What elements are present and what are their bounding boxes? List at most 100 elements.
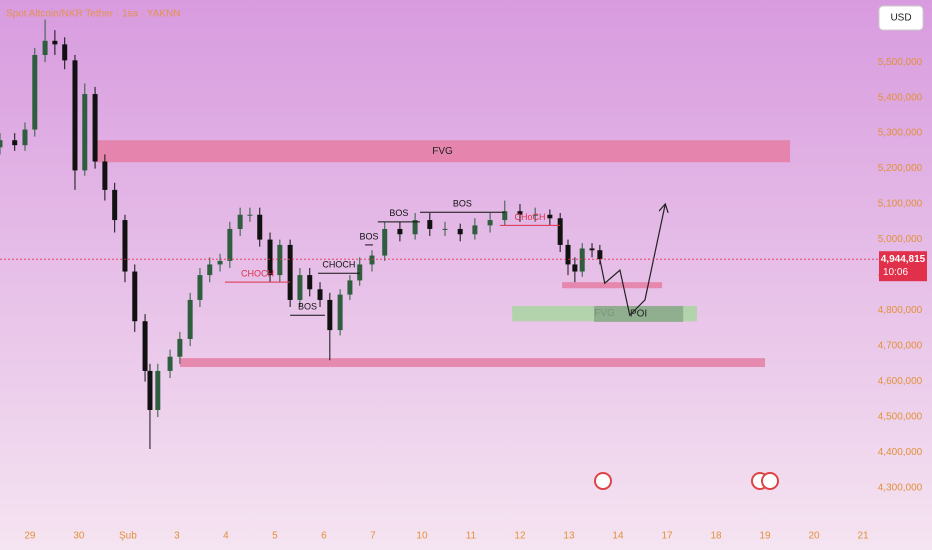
candle-body (32, 55, 38, 130)
candle-body (122, 220, 128, 272)
candle-body (197, 275, 203, 300)
zone (179, 358, 766, 368)
currency-button[interactable]: USD (878, 5, 924, 31)
y-tick-label: 4,300,000 (878, 483, 923, 494)
x-tick-label: 11 (466, 531, 477, 542)
candle-body (257, 214, 263, 240)
candle-body (102, 161, 108, 190)
candle-body (217, 260, 223, 265)
candle-body (532, 214, 538, 216)
candle-body (337, 294, 343, 331)
candle-body (167, 356, 173, 371)
candle-body (472, 225, 478, 235)
structure-label: BOS (298, 302, 317, 312)
event-icon (761, 472, 779, 490)
x-tick-label: 12 (514, 531, 526, 542)
structure-label: CHOCH (241, 269, 274, 279)
x-tick-label: 13 (563, 531, 575, 542)
candle-body (547, 214, 553, 219)
candle-body (72, 60, 78, 171)
x-tick-label: Şub (119, 531, 137, 542)
y-tick-label: 4,400,000 (878, 447, 923, 458)
y-tick-label: 5,400,000 (878, 92, 923, 103)
last-price-label: 4,944,815 (881, 254, 926, 265)
candle-body (517, 211, 523, 215)
candle-body (579, 248, 585, 272)
x-tick-label: 29 (24, 531, 36, 542)
projection-path (599, 205, 665, 317)
x-tick-label: 4 (223, 531, 229, 542)
candle-body (277, 244, 283, 276)
y-tick-label: 4,600,000 (878, 376, 923, 387)
x-tick-label: 14 (612, 531, 624, 542)
x-tick-label: 7 (370, 531, 376, 542)
candle-body (92, 94, 98, 162)
y-tick-label: 5,000,000 (878, 234, 923, 245)
structure-label: CHOCH (322, 260, 355, 270)
candle-body (147, 370, 153, 410)
candle-body (327, 299, 333, 331)
event-icon (594, 472, 612, 490)
zone-label: FVG (432, 146, 453, 157)
countdown-label: 10:06 (883, 267, 908, 278)
button-frame (878, 5, 924, 31)
candle-body (142, 321, 148, 371)
chart-title: Spot Altcoin/NKR Tether · 1sa · YAKNN (6, 9, 181, 20)
candle-body (357, 264, 363, 281)
structure-label: BOS (360, 231, 379, 241)
candle-body (317, 289, 323, 300)
candle-body (62, 44, 68, 61)
candle-body (112, 189, 118, 221)
structure-label: BOS (453, 199, 472, 209)
candle-body (572, 264, 578, 272)
candle-body (307, 275, 313, 290)
y-tick-label: 4,800,000 (878, 305, 923, 316)
candle-body (237, 214, 243, 229)
candle-body (132, 271, 138, 322)
candle-body (42, 40, 48, 56)
x-tick-label: 18 (710, 531, 722, 542)
button-label[interactable]: USD (890, 13, 911, 24)
structure-label: BOS (389, 208, 408, 218)
y-tick-label: 5,300,000 (878, 128, 923, 139)
candle-body (502, 211, 508, 221)
candle-body (297, 275, 303, 300)
y-tick-label: 4,500,000 (878, 412, 923, 423)
y-tick-label: 4,700,000 (878, 341, 923, 352)
x-tick-label: 5 (272, 531, 278, 542)
candle-body (12, 140, 18, 146)
candle-body (369, 255, 375, 265)
candle-body (227, 228, 233, 261)
zone (593, 305, 684, 322)
candle-body (287, 244, 293, 300)
last-price-box (879, 251, 927, 282)
candle-body (52, 40, 58, 45)
candle-body (267, 239, 273, 276)
x-tick-label: 17 (661, 531, 673, 542)
x-tick-label: 19 (759, 531, 771, 542)
candle-body (187, 299, 193, 339)
y-tick-label: 5,200,000 (878, 163, 923, 174)
candle-body (597, 250, 603, 260)
candle-body (557, 218, 563, 245)
candle-body (427, 220, 433, 229)
candle-body (177, 338, 183, 357)
x-tick-label: 21 (857, 531, 869, 542)
candle-body (487, 220, 493, 226)
candle-body (397, 228, 403, 235)
structure-label: CHoCH (515, 212, 546, 222)
y-tick-label: 5,500,000 (878, 57, 923, 68)
x-tick-label: 3 (174, 531, 180, 542)
x-tick-label: 20 (808, 531, 820, 542)
zone-label: POI (630, 309, 647, 320)
candle-body (0, 140, 3, 148)
candle-body (412, 220, 418, 235)
candle-body (207, 264, 213, 276)
x-tick-label: 10 (416, 531, 428, 542)
zone (562, 282, 663, 289)
zone (95, 140, 791, 163)
candle-body (382, 228, 388, 256)
event-icons (594, 472, 779, 490)
